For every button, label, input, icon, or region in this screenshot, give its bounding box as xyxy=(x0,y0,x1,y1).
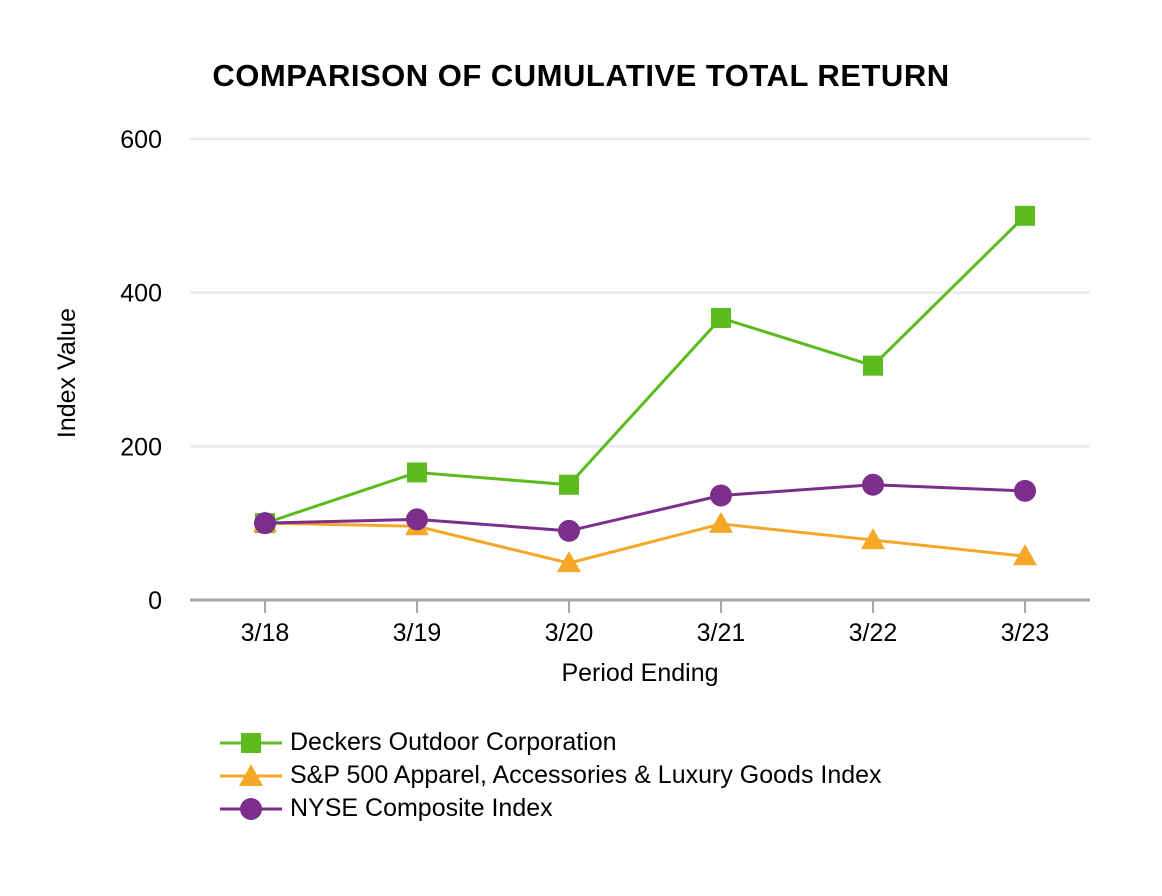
data-point-marker xyxy=(863,355,883,376)
x-tick-label: 3/18 xyxy=(241,619,290,647)
legend: Deckers Outdoor Corporation S&P 500 Appa… xyxy=(218,726,882,825)
plot-area: 0 200 400 600 3/18 3/19 3/20 3/21 3/22 3/23 Period… xyxy=(53,126,1090,687)
y-tick-label: 600 xyxy=(120,126,162,154)
x-axis-title: Period Ending xyxy=(561,659,718,687)
y-tick-label: 400 xyxy=(120,280,162,308)
data-point-marker xyxy=(407,462,427,483)
y-tick-label: 0 xyxy=(148,587,162,615)
legend-label: S&P 500 Apparel, Accessories & Luxury Go… xyxy=(290,761,882,789)
data-point-marker xyxy=(862,473,884,496)
legend-marker-triangle-icon xyxy=(220,763,282,786)
y-axis-title: Index Value xyxy=(53,308,81,438)
legend-item: S&P 500 Apparel, Accessories & Luxury Go… xyxy=(218,759,882,792)
data-point-marker xyxy=(1015,205,1035,226)
data-point-marker xyxy=(558,519,580,542)
legend-marker-circle-icon xyxy=(220,797,282,820)
data-point-marker xyxy=(254,512,276,535)
data-point-marker xyxy=(557,551,581,573)
legend-label: Deckers Outdoor Corporation xyxy=(290,728,617,756)
legend-label: NYSE Composite Index xyxy=(290,794,553,822)
data-point-marker xyxy=(559,474,579,495)
x-tick-label: 3/20 xyxy=(545,619,594,647)
data-point-marker xyxy=(1013,544,1037,566)
legend-item: NYSE Composite Index xyxy=(218,792,882,825)
x-tick-label: 3/22 xyxy=(849,619,898,647)
series-line xyxy=(263,214,1027,525)
series-line xyxy=(263,521,1027,565)
data-point-marker xyxy=(1014,479,1036,502)
data-point-marker xyxy=(710,484,732,507)
x-tick-label: 3/19 xyxy=(393,619,442,647)
data-point-marker xyxy=(711,308,731,329)
data-point-marker xyxy=(406,508,428,531)
x-tick-label: 3/23 xyxy=(1001,619,1050,647)
data-point-marker xyxy=(709,511,733,533)
chart-title: COMPARISON OF CUMULATIVE TOTAL RETURN xyxy=(212,58,950,93)
y-tick-label: 200 xyxy=(120,433,162,461)
x-tick-label: 3/21 xyxy=(697,619,746,647)
legend-marker-square-icon xyxy=(220,732,282,753)
legend-item: Deckers Outdoor Corporation xyxy=(218,726,882,759)
series-line xyxy=(263,483,1027,533)
data-point-marker xyxy=(861,528,885,550)
